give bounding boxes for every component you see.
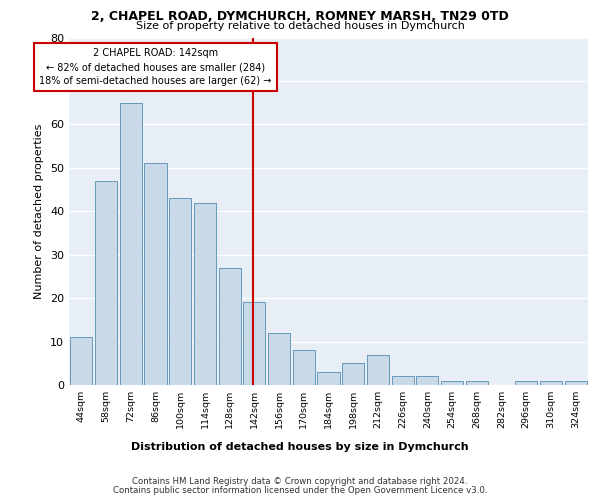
Bar bbox=[392, 376, 414, 385]
Text: 2, CHAPEL ROAD, DYMCHURCH, ROMNEY MARSH, TN29 0TD: 2, CHAPEL ROAD, DYMCHURCH, ROMNEY MARSH,… bbox=[91, 10, 509, 23]
Bar bbox=[243, 302, 265, 385]
Bar bbox=[218, 268, 241, 385]
Bar bbox=[565, 380, 587, 385]
Bar bbox=[145, 164, 167, 385]
Bar bbox=[317, 372, 340, 385]
Bar bbox=[540, 380, 562, 385]
Bar bbox=[342, 364, 364, 385]
Bar bbox=[416, 376, 439, 385]
Bar bbox=[95, 181, 117, 385]
Text: Size of property relative to detached houses in Dymchurch: Size of property relative to detached ho… bbox=[136, 21, 464, 31]
Y-axis label: Number of detached properties: Number of detached properties bbox=[34, 124, 44, 299]
Bar bbox=[268, 333, 290, 385]
Bar bbox=[441, 380, 463, 385]
Bar bbox=[194, 202, 216, 385]
Bar bbox=[70, 337, 92, 385]
Text: Contains public sector information licensed under the Open Government Licence v3: Contains public sector information licen… bbox=[113, 486, 487, 495]
Bar bbox=[119, 102, 142, 385]
Text: Contains HM Land Registry data © Crown copyright and database right 2024.: Contains HM Land Registry data © Crown c… bbox=[132, 477, 468, 486]
Text: Distribution of detached houses by size in Dymchurch: Distribution of detached houses by size … bbox=[131, 442, 469, 452]
Bar bbox=[466, 380, 488, 385]
Bar bbox=[293, 350, 315, 385]
Bar bbox=[515, 380, 538, 385]
Bar bbox=[169, 198, 191, 385]
Bar bbox=[367, 354, 389, 385]
Text: 2 CHAPEL ROAD: 142sqm
← 82% of detached houses are smaller (284)
18% of semi-det: 2 CHAPEL ROAD: 142sqm ← 82% of detached … bbox=[40, 48, 272, 86]
